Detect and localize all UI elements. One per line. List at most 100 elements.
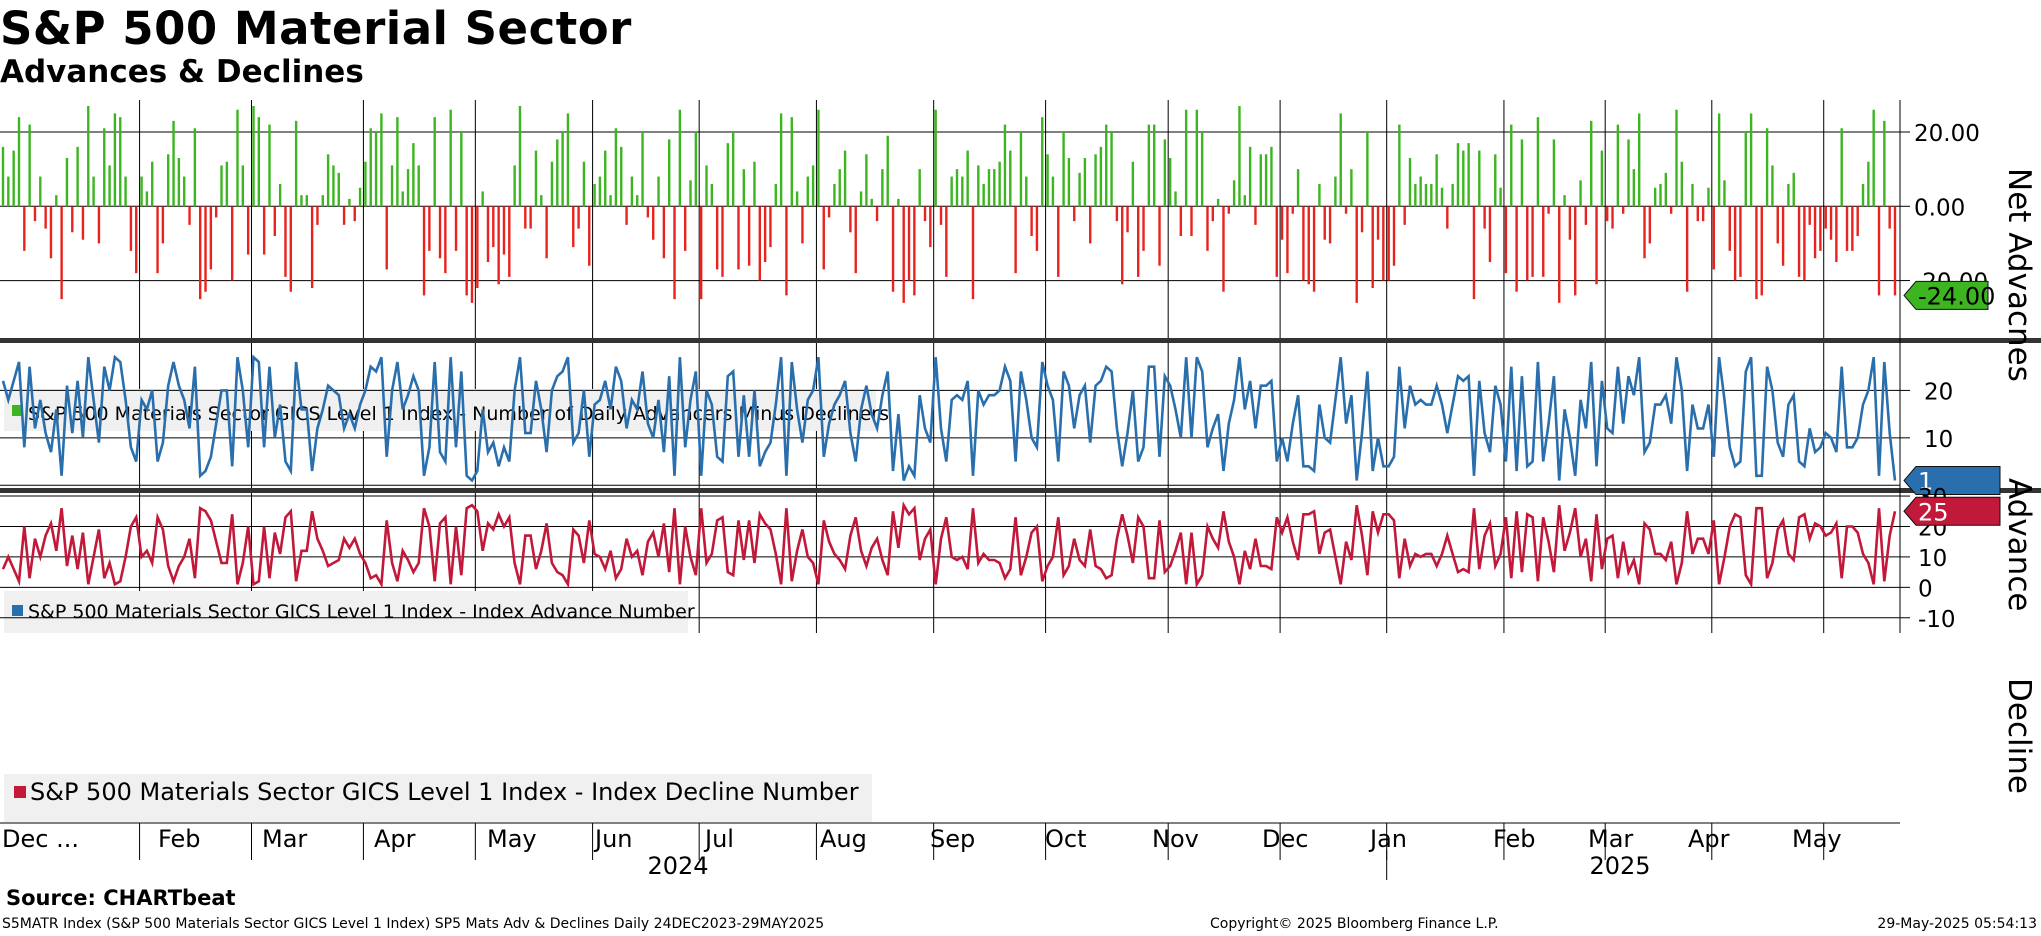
net-bar (1563, 195, 1566, 207)
net-bar (1121, 206, 1124, 285)
net-bar (87, 106, 90, 207)
net-bar (1590, 120, 1593, 207)
net-bar (241, 165, 245, 207)
net-bar (1184, 109, 1188, 207)
net-bar (119, 117, 122, 207)
y-axis-title: Decline (2001, 678, 2037, 794)
net-bar (1478, 150, 1481, 207)
net-bar (1089, 206, 1092, 244)
net-bar (550, 161, 554, 207)
net-bar (923, 206, 927, 222)
net-bar (337, 172, 340, 207)
net-bar (1424, 184, 1428, 207)
net-bar (827, 206, 831, 218)
net-bar (262, 206, 266, 255)
net-bar (1542, 206, 1545, 277)
net-bar (1510, 124, 1513, 207)
net-bar (1206, 206, 1209, 251)
net-bar (1829, 206, 1833, 240)
net-bar (577, 206, 580, 229)
net-bar (294, 120, 298, 207)
net-bar (763, 206, 767, 262)
net-bar (257, 117, 261, 207)
net-bar (1515, 206, 1518, 292)
net-bar (886, 135, 889, 207)
net-bar (518, 106, 522, 207)
net-bar (881, 169, 884, 207)
net-bar (113, 113, 117, 207)
net-bar (332, 165, 335, 207)
net-bar (1621, 206, 1625, 214)
net-bar (161, 206, 165, 244)
net-bar (1, 146, 5, 207)
net-bar (918, 169, 921, 207)
last-value-label: 1 (1918, 468, 1933, 496)
net-bar (1883, 120, 1886, 207)
net-bar (1893, 206, 1897, 296)
net-bar (801, 206, 804, 244)
net-bar (1403, 206, 1406, 225)
net-bar (1318, 184, 1321, 207)
net-bar (598, 176, 602, 207)
net-bar (875, 206, 879, 222)
net-bar (1339, 113, 1342, 207)
net-bar (977, 165, 980, 207)
net-bar (321, 195, 324, 207)
net-bar (1701, 206, 1705, 222)
net-bar (604, 150, 607, 207)
net-bar (705, 165, 708, 207)
net-bar (1062, 132, 1065, 207)
net-bar (1584, 206, 1588, 225)
net-bar (44, 206, 47, 229)
net-bar (449, 109, 452, 207)
net-bar (476, 206, 479, 288)
net-bar (1851, 206, 1854, 251)
net-bar (230, 206, 234, 281)
net-bar (891, 206, 895, 292)
net-bar (710, 184, 714, 207)
net-bar (593, 184, 596, 207)
x-month-label: Dec (1262, 825, 1308, 853)
net-bar (566, 113, 570, 207)
net-bar (438, 206, 442, 259)
net-bar (545, 206, 548, 259)
net-bar (1488, 206, 1492, 262)
net-bar (1035, 206, 1039, 251)
net-bar (1840, 128, 1843, 207)
last-value-label: -24.00 (1918, 282, 1995, 310)
net-bar (1691, 184, 1694, 207)
net-bar (1110, 132, 1113, 207)
net-bar (865, 154, 868, 207)
net-bar (625, 206, 628, 225)
net-bar (1270, 146, 1273, 207)
net-bar (49, 206, 53, 259)
net-bar (1547, 206, 1550, 214)
net-bar (1073, 206, 1076, 222)
footer-copyright: Copyright© 2025 Bloomberg Finance L.P. (1210, 916, 1499, 932)
net-bar (140, 176, 143, 207)
net-bar (630, 176, 634, 207)
net-bar (1057, 206, 1060, 277)
net-bar (646, 206, 650, 218)
x-month-label: Mar (262, 825, 307, 853)
net-bar (822, 206, 825, 270)
ytick-label: 20.00 (1914, 121, 1980, 147)
net-bar (214, 206, 218, 218)
net-bar (609, 195, 612, 207)
net-bar (28, 124, 31, 207)
chart-title: S&P 500 Material Sector (0, 2, 632, 55)
net-bar (1019, 132, 1023, 207)
net-bar (811, 165, 815, 207)
net-bar (492, 206, 495, 248)
net-bar (358, 187, 362, 207)
net-bar (1296, 169, 1300, 207)
net-bar (966, 150, 969, 207)
net-bar (209, 206, 213, 270)
advance-line (1, 354, 1897, 483)
net-bar (1733, 206, 1737, 281)
net-bar (1030, 206, 1033, 236)
net-bar (33, 206, 37, 222)
net-bar (667, 139, 671, 207)
net-bar (1606, 206, 1609, 222)
